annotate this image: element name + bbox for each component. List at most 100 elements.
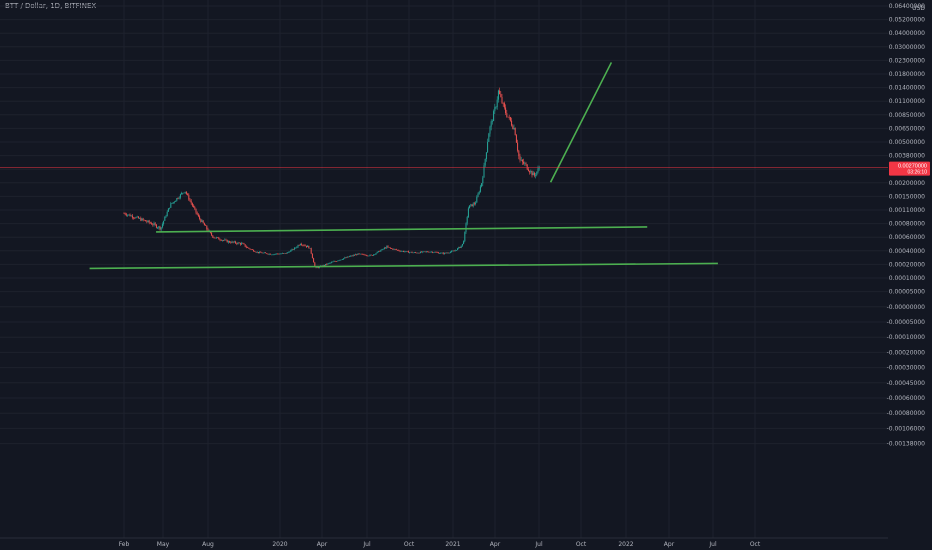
candle: [145, 220, 147, 222]
candle: [295, 247, 297, 249]
candle: [166, 210, 168, 217]
candle: [187, 192, 189, 196]
candle: [289, 251, 291, 253]
candle: [143, 219, 145, 221]
candle: [193, 204, 195, 208]
candle: [393, 248, 395, 251]
trendlines[interactable]: [89, 62, 718, 270]
candle: [399, 250, 401, 253]
candle: [425, 250, 427, 253]
candle: [452, 250, 454, 252]
price-tick-label: 0.00500000: [889, 139, 925, 146]
trendline-3[interactable]: [549, 62, 613, 183]
candle: [487, 138, 489, 153]
candle: [191, 202, 193, 208]
candle: [464, 231, 466, 243]
candle: [281, 252, 283, 254]
candle: [497, 89, 499, 103]
candle: [261, 252, 263, 254]
candle: [304, 244, 306, 247]
current-price-label: 0.00270000: [898, 164, 927, 170]
candle: [137, 215, 139, 219]
candle: [359, 253, 361, 255]
price-tick-label: 0.00380000: [889, 153, 925, 160]
candle: [167, 208, 169, 212]
trendline-2[interactable]: [89, 262, 718, 270]
time-tick-label: Apr: [317, 541, 328, 548]
candle: [183, 192, 185, 194]
candle: [237, 241, 239, 245]
time-axis[interactable]: Feb May Aug 2020 Apr Jul Oct 2021 Apr Jul Oct 2022 A…: [0, 537, 888, 548]
candle: [454, 249, 456, 252]
candle: [274, 253, 276, 255]
candle: [232, 241, 234, 244]
price-tick-label: -0.00010000: [887, 334, 926, 341]
candle: [157, 226, 159, 230]
candle: [406, 250, 408, 252]
candle: [332, 261, 334, 263]
candle: [415, 251, 417, 254]
candle: [185, 191, 187, 195]
candle: [346, 256, 348, 258]
candle: [461, 243, 463, 247]
candle: [446, 252, 448, 254]
candle: [357, 253, 359, 255]
candle: [391, 248, 393, 249]
candle: [475, 201, 477, 206]
candle: [195, 208, 197, 215]
candle: [124, 212, 126, 216]
candle: [129, 213, 131, 217]
candle: [427, 251, 429, 253]
candle: [249, 248, 251, 250]
candle: [290, 249, 292, 252]
candle: [442, 251, 444, 255]
candle: [350, 255, 352, 258]
candle: [199, 214, 201, 221]
candle: [459, 246, 461, 248]
candle: [469, 205, 471, 209]
candle: [253, 249, 255, 252]
candle: [460, 245, 462, 249]
candle: [524, 161, 526, 166]
candle: [310, 247, 312, 255]
candle: [299, 243, 301, 246]
candle: [472, 202, 474, 208]
price-tick-label: -0.00106000: [887, 425, 926, 432]
candle: [221, 239, 223, 242]
candle: [296, 246, 298, 249]
candle: [440, 252, 442, 255]
candle: [160, 227, 162, 232]
candle: [433, 252, 435, 254]
price-tick-label: 0.00060000: [889, 234, 925, 241]
candle: [421, 251, 423, 253]
candle: [218, 236, 220, 240]
candle: [489, 125, 491, 137]
candle: [389, 247, 391, 250]
candle: [401, 250, 403, 252]
candle: [470, 203, 472, 207]
current-price-countdown: 03:26:10: [908, 170, 928, 176]
candle: [326, 263, 328, 266]
candle: [526, 164, 528, 171]
candle: [484, 158, 486, 168]
candle: [133, 216, 135, 220]
candle: [403, 250, 405, 253]
candle: [224, 238, 226, 241]
candle: [280, 253, 282, 255]
time-tick-label: 2022: [618, 541, 633, 548]
candle: [400, 250, 402, 252]
trendline-1[interactable]: [156, 226, 648, 233]
candle: [223, 239, 225, 242]
candle: [293, 246, 295, 251]
candle: [347, 256, 349, 258]
candle: [482, 175, 484, 187]
price-tick-label: -0.00060000: [887, 395, 926, 402]
candle: [521, 159, 523, 166]
candle: [363, 253, 365, 256]
candle: [386, 245, 388, 249]
candle: [430, 251, 432, 253]
candle: [533, 171, 535, 178]
candle: [409, 251, 411, 254]
